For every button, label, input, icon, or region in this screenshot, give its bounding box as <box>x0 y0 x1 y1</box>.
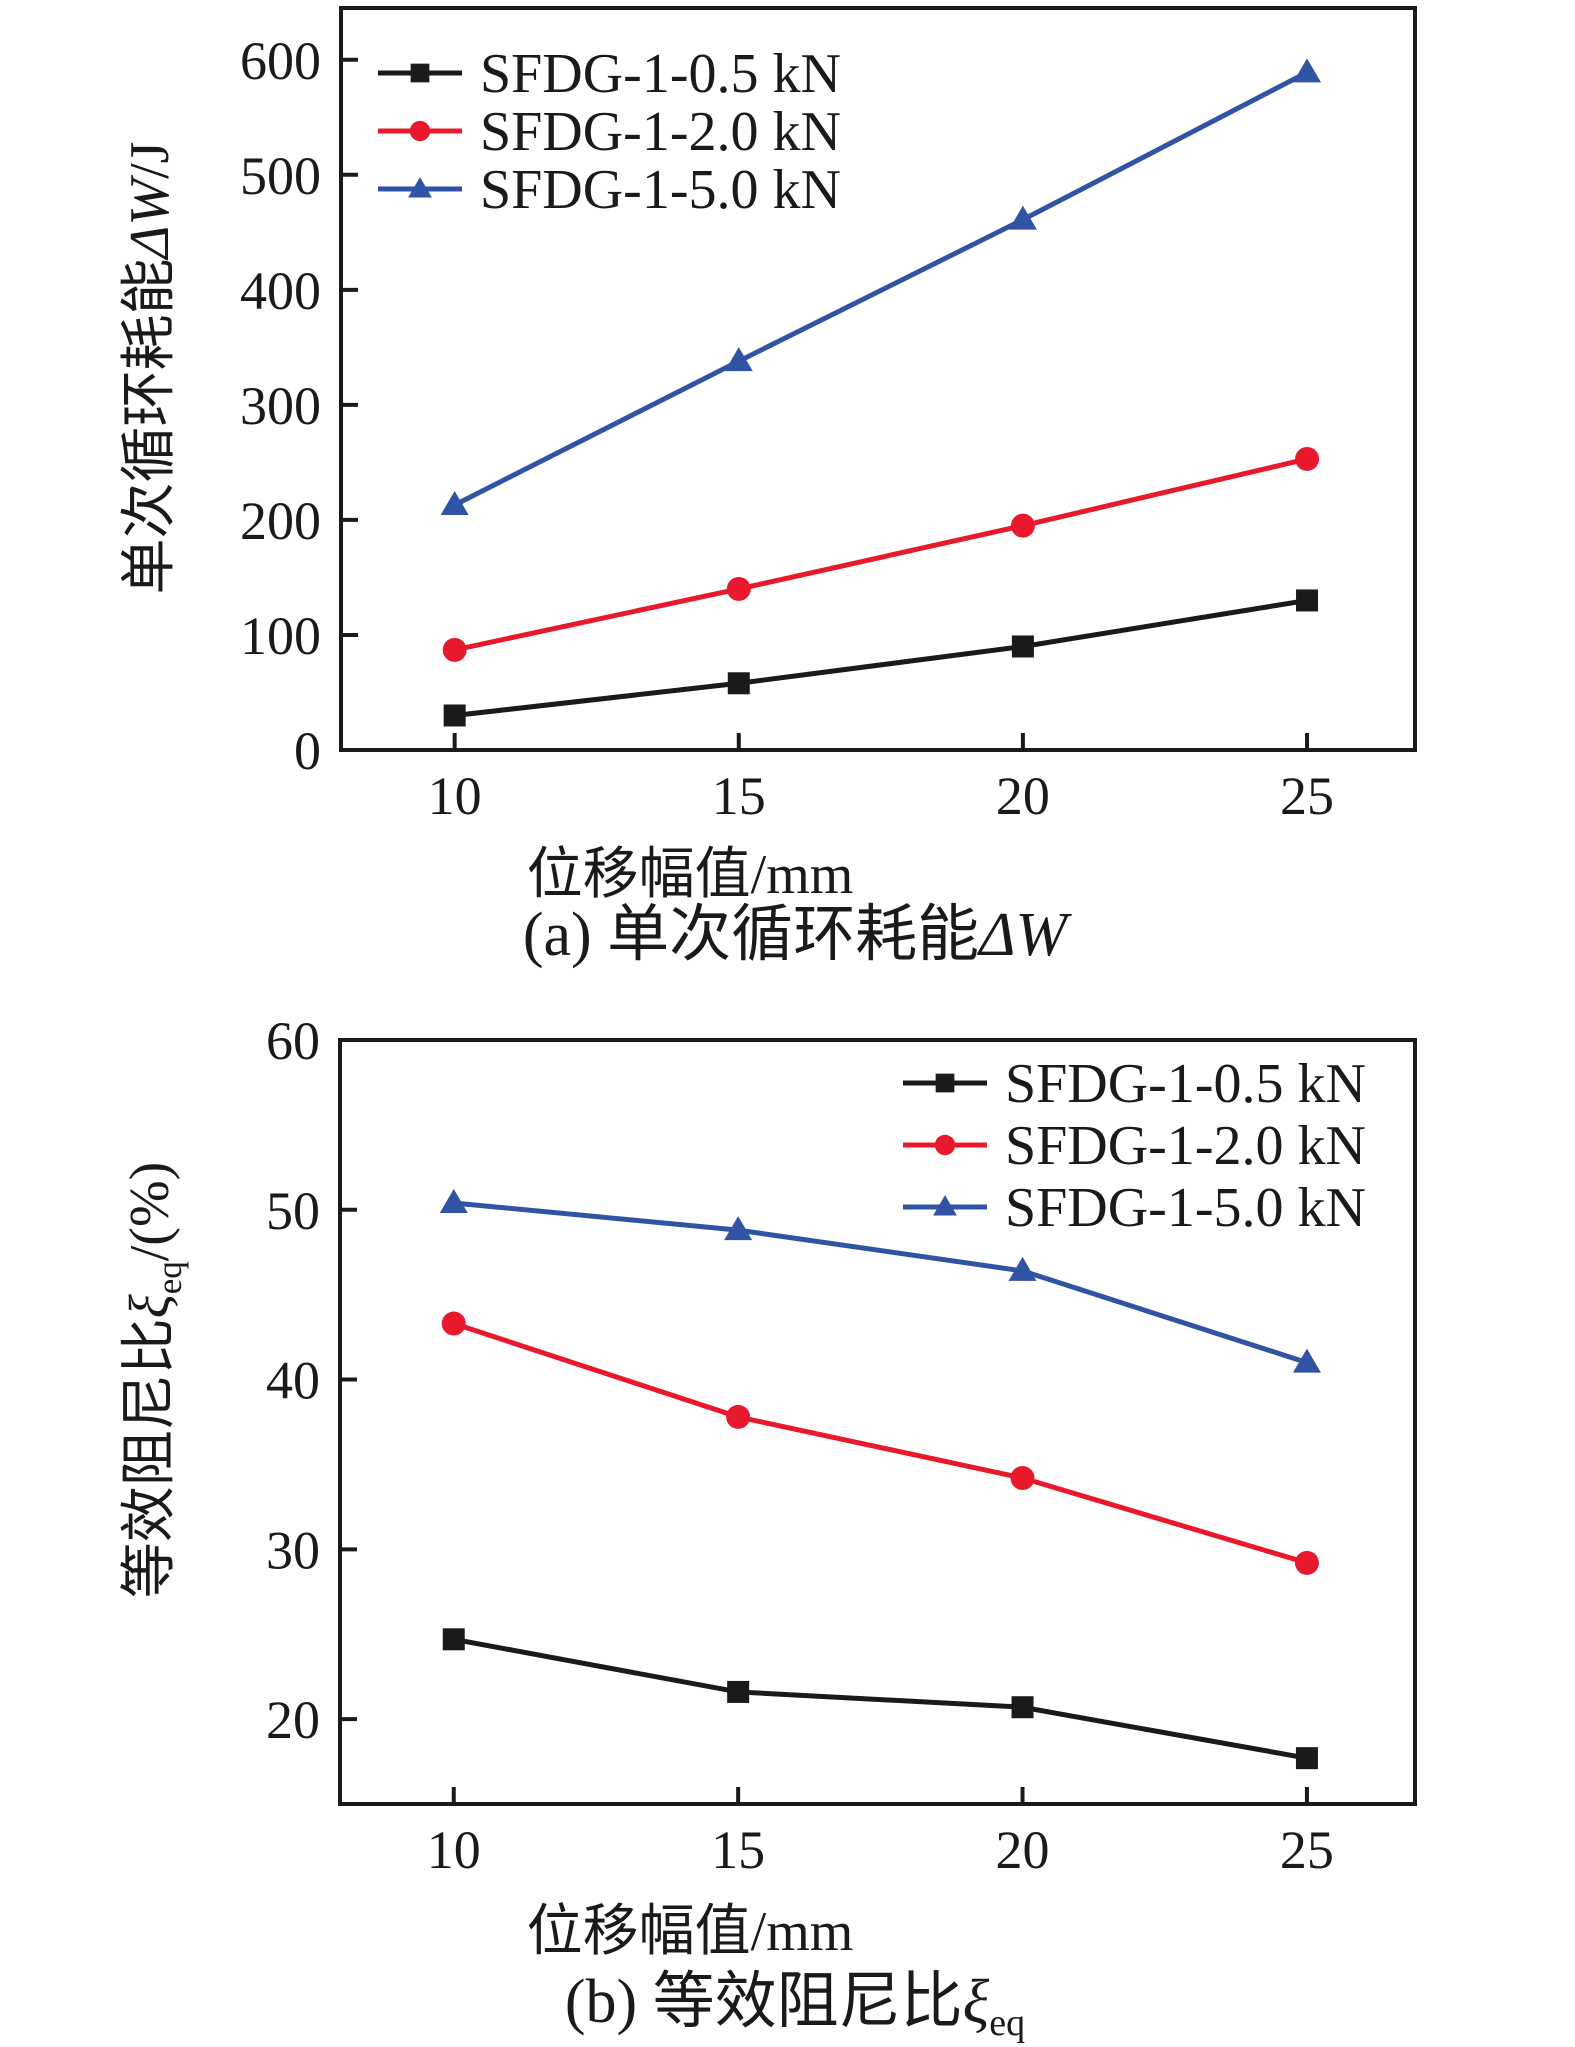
series-marker-SFDG-1-0.5 kN <box>1295 1747 1318 1770</box>
series-line-SFDG-1-0.5 kN <box>454 597 1308 718</box>
series-marker-SFDG-1-2.0 kN <box>441 1311 466 1336</box>
series-marker-SFDG-1-0.5 kN <box>1296 589 1319 612</box>
series-marker-SFDG-1-2.0 kN <box>1010 513 1035 538</box>
legend-label: SFDG-1-2.0 kN <box>480 101 841 163</box>
legend-label: SFDG-1-2.0 kN <box>1005 1115 1366 1177</box>
series-marker-SFDG-1-5.0 kN <box>1008 1256 1037 1281</box>
series-line-SFDG-1-0.5 kN <box>453 1636 1308 1761</box>
legend-marker <box>933 1195 957 1216</box>
series-marker-SFDG-1-2.0 kN <box>726 1404 751 1429</box>
y-tick-label: 400 <box>240 261 321 321</box>
x-tick-label: 15 <box>712 766 766 826</box>
series-marker-SFDG-1-0.5 kN <box>443 704 466 727</box>
x-axis-label-b: 位移幅值/mm <box>527 1901 854 1963</box>
legend-label: SFDG-1-5.0 kN <box>1005 1177 1366 1239</box>
plot-border-a <box>339 6 1417 752</box>
legend-label: SFDG-1-0.5 kN <box>480 43 841 105</box>
series-line-SFDG-1-2.0 kN <box>452 1321 1308 1566</box>
series-marker-SFDG-1-5.0 kN <box>439 1188 468 1213</box>
legend-item-SFDG-1-0.5 kN: SFDG-1-0.5 kN <box>903 1053 1366 1115</box>
legend-item-SFDG-1-2.0 kN: SFDG-1-2.0 kN <box>903 1115 1366 1177</box>
x-tick-label: 10 <box>428 766 482 826</box>
series-marker-SFDG-1-2.0 kN <box>1010 1466 1035 1491</box>
legend-item-SFDG-1-5.0 kN: SFDG-1-5.0 kN <box>903 1177 1366 1239</box>
series-line-SFDG-1-2.0 kN <box>454 456 1308 653</box>
y-axis-label-b: 等效阻尼比ξeq/(%) <box>119 1162 189 1599</box>
series-marker-SFDG-1-0.5 kN <box>727 1680 750 1703</box>
series-marker-SFDG-1-5.0 kN <box>1292 1348 1321 1373</box>
series-marker-SFDG-1-5.0 kN <box>1008 205 1037 230</box>
series-marker-SFDG-1-5.0 kN <box>440 490 469 515</box>
x-axis-label-a: 位移幅值/mm <box>527 844 854 906</box>
series-marker-SFDG-1-5.0 kN <box>1293 58 1322 83</box>
y-tick-label: 50 <box>266 1181 320 1241</box>
y-tick-label: 300 <box>240 376 321 436</box>
legend-item-SFDG-1-5.0 kN: SFDG-1-5.0 kN <box>378 159 841 221</box>
y-tick-label: 20 <box>266 1690 320 1750</box>
y-tick-label: 500 <box>240 146 321 206</box>
y-tick-label: 0 <box>294 721 321 781</box>
chart-b: 20 30 40 50 60 10 15 20 25 SFDG-1-0.5 kNSFDG-1-2.… <box>119 1011 1417 2044</box>
series-line-SFDG-1-5.0 kN <box>453 1200 1308 1365</box>
plot-border-b <box>338 1038 1417 1806</box>
y-tick-label: 60 <box>266 1011 320 1071</box>
legend-marker <box>408 177 432 198</box>
series-marker-SFDG-1-2.0 kN <box>1294 1550 1319 1575</box>
x-tick-label: 20 <box>996 766 1050 826</box>
y-axis-label-a: 单次循环耗能ΔW/J <box>119 142 181 595</box>
x-tick-label: 25 <box>1280 766 1334 826</box>
series-marker-SFDG-1-0.5 kN <box>1011 635 1034 658</box>
y-tick-label: 200 <box>240 491 321 551</box>
series-marker-SFDG-1-5.0 kN <box>724 1216 753 1241</box>
series-marker-SFDG-1-0.5 kN <box>442 1628 465 1651</box>
y-tick-label: 30 <box>266 1520 320 1580</box>
legend-marker <box>409 120 431 142</box>
caption-b: (b) 等效阻尼比ξeq <box>565 1968 1025 2044</box>
chart-a: 0 100 200 300 400 500 600 10 15 20 25 SFDG-1-0.5 kN… <box>119 6 1417 969</box>
series-marker-SFDG-1-0.5 kN <box>1011 1696 1034 1719</box>
series-marker-SFDG-1-2.0 kN <box>726 576 751 601</box>
x-tick-label: 20 <box>996 1820 1050 1880</box>
legend-item-SFDG-1-2.0 kN: SFDG-1-2.0 kN <box>378 101 841 163</box>
series-marker-SFDG-1-2.0 kN <box>442 637 467 662</box>
legend-label: SFDG-1-5.0 kN <box>480 159 841 221</box>
legend-item-SFDG-1-0.5 kN: SFDG-1-0.5 kN <box>378 43 841 105</box>
legend-marker <box>935 1073 955 1093</box>
legend-label: SFDG-1-0.5 kN <box>1005 1053 1366 1115</box>
x-tick-label: 25 <box>1280 1820 1334 1880</box>
series-marker-SFDG-1-0.5 kN <box>727 672 750 695</box>
x-tick-label: 15 <box>711 1820 765 1880</box>
series-marker-SFDG-1-2.0 kN <box>1295 446 1320 471</box>
y-tick-label: 600 <box>240 31 321 91</box>
series-marker-SFDG-1-5.0 kN <box>724 347 753 372</box>
caption-a: (a) 单次循环耗能ΔW <box>523 901 1073 969</box>
x-tick-label: 10 <box>427 1820 481 1880</box>
y-tick-label: 40 <box>266 1351 320 1411</box>
y-tick-label: 100 <box>240 606 321 666</box>
series-line-SFDG-1-5.0 kN <box>453 70 1309 508</box>
legend-marker <box>934 1134 956 1156</box>
legend-marker <box>410 63 430 83</box>
